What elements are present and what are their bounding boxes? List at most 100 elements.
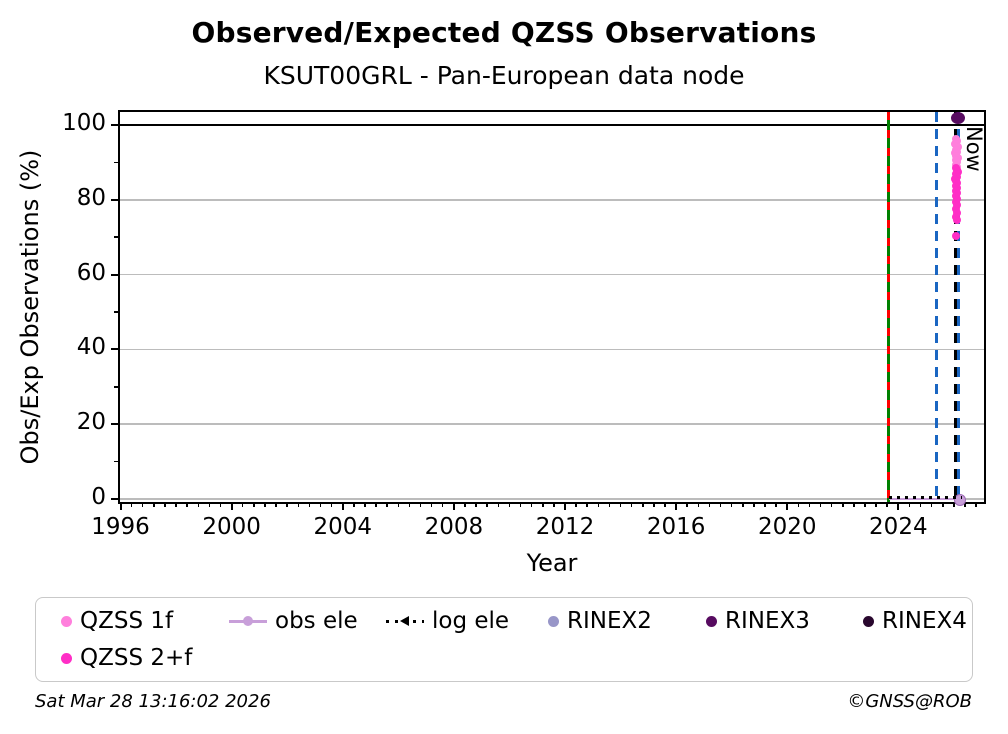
legend: QZSS 1f obs ele log ele RINEX2 RINEX3 RI… xyxy=(35,597,973,682)
x-major-tick xyxy=(119,502,122,510)
x-minor-tick xyxy=(253,502,255,507)
x-minor-tick xyxy=(619,502,622,507)
x-tick-label: 2008 xyxy=(424,514,484,540)
x-minor-tick xyxy=(642,502,644,507)
x-minor-tick xyxy=(497,502,500,507)
legend-item-rinex2: RINEX2 xyxy=(548,607,652,635)
x-major-tick xyxy=(341,502,344,510)
x-minor-tick xyxy=(430,502,433,507)
x-major-tick xyxy=(675,502,678,510)
x-minor-tick xyxy=(286,502,288,507)
y-axis-label: Obs/Exp Observations (%) xyxy=(16,149,44,465)
legend-item-qzss-1f: QZSS 1f xyxy=(61,607,173,635)
x-minor-tick xyxy=(908,502,911,507)
x-minor-tick xyxy=(375,502,377,507)
gridline-y-20 xyxy=(120,423,984,425)
legend-label-qzss-1f: QZSS 1f xyxy=(80,608,174,634)
x-minor-tick xyxy=(364,502,366,507)
y-minor-tick xyxy=(114,386,118,388)
x-minor-tick xyxy=(475,502,477,507)
legend-item-rinex4: RINEX4 xyxy=(863,607,967,635)
reference-line-100 xyxy=(120,123,984,127)
x-minor-tick xyxy=(208,502,211,507)
x-minor-tick xyxy=(519,502,522,507)
y-major-tick xyxy=(111,423,118,426)
x-minor-tick xyxy=(330,502,333,507)
y-tick-label: 100 xyxy=(62,110,106,136)
x-major-tick xyxy=(897,502,900,510)
legend-label-obs-ele: obs ele xyxy=(275,608,358,634)
x-minor-tick xyxy=(508,502,511,507)
x-minor-tick xyxy=(697,502,700,507)
x-minor-tick xyxy=(775,502,777,507)
y-tick-label: 60 xyxy=(76,259,106,286)
x-minor-tick xyxy=(964,502,966,507)
x-minor-tick xyxy=(653,502,655,507)
x-minor-tick xyxy=(153,502,155,507)
log-ele-marker-icon xyxy=(386,615,424,626)
rinex3-marker-icon xyxy=(706,615,717,627)
event-line-1 xyxy=(934,112,938,502)
x-minor-tick xyxy=(441,502,444,507)
x-minor-tick xyxy=(630,502,633,507)
plot-area: Now 0 20 40 60 80 100 1996 2000 2004 2008 2012 2016… xyxy=(62,110,986,540)
x-minor-tick xyxy=(730,502,733,507)
x-axis-label: Year xyxy=(526,549,578,577)
rinex4-marker-icon xyxy=(863,615,874,627)
point-QZSS-2+f xyxy=(952,209,961,218)
x-minor-tick xyxy=(842,502,844,507)
series-line-log-ele xyxy=(888,495,962,499)
x-minor-tick xyxy=(753,502,755,507)
x-minor-tick xyxy=(586,502,588,507)
x-minor-tick xyxy=(164,502,166,507)
x-minor-tick xyxy=(664,502,666,507)
y-major-tick xyxy=(111,498,118,500)
legend-item-rinex3: RINEX3 xyxy=(706,607,810,635)
gridline-y-80 xyxy=(120,199,984,201)
chart-subtitle: KSUT00GRL - Pan-European data node xyxy=(263,61,745,90)
x-minor-tick xyxy=(319,502,322,507)
x-tick-label: 2020 xyxy=(757,514,817,540)
x-minor-tick xyxy=(797,502,800,507)
event-line-overlay-0 xyxy=(887,112,891,502)
rinex2-marker-icon xyxy=(548,615,559,627)
x-major-tick xyxy=(786,502,789,510)
qzss-1f-marker-icon xyxy=(61,615,72,627)
x-tick-label: 2004 xyxy=(313,514,372,540)
x-minor-tick xyxy=(408,502,411,507)
chart-title: Observed/Expected QZSS Observations xyxy=(191,16,817,49)
x-minor-tick xyxy=(530,502,533,507)
legend-label-log-ele: log ele xyxy=(432,608,510,634)
x-minor-tick xyxy=(130,502,133,507)
x-minor-tick xyxy=(830,502,833,507)
x-minor-tick xyxy=(353,502,355,507)
qzss-2f-marker-icon xyxy=(61,652,72,664)
x-tick-label: 2012 xyxy=(535,514,595,540)
x-major-tick xyxy=(452,502,455,510)
legend-label-rinex2: RINEX2 xyxy=(567,608,652,634)
x-minor-tick xyxy=(597,502,600,507)
y-tick-label: 20 xyxy=(76,409,106,436)
y-minor-tick xyxy=(114,311,118,313)
x-minor-tick xyxy=(464,502,466,507)
event-line-2 xyxy=(953,112,957,502)
y-tick-label: 40 xyxy=(76,334,106,361)
legend-label-qzss-2f: QZSS 2+f xyxy=(80,645,193,671)
y-major-tick xyxy=(111,348,118,351)
gridline-y-0 xyxy=(120,498,984,500)
event-line-3 xyxy=(956,112,960,502)
y-minor-tick xyxy=(114,460,118,463)
x-minor-tick xyxy=(930,502,933,507)
x-minor-tick xyxy=(486,502,488,507)
x-minor-tick xyxy=(942,502,944,507)
x-minor-tick xyxy=(919,502,922,507)
copyright: ©GNSS@ROB xyxy=(847,691,972,712)
y-major-tick xyxy=(111,124,118,126)
x-minor-tick xyxy=(386,502,388,507)
point-QZSS-2+f xyxy=(952,231,961,240)
now-annotation: Now xyxy=(962,126,986,172)
x-minor-tick xyxy=(175,502,177,507)
legend-item-obs-ele: obs ele xyxy=(229,607,358,635)
x-minor-tick xyxy=(186,502,188,507)
